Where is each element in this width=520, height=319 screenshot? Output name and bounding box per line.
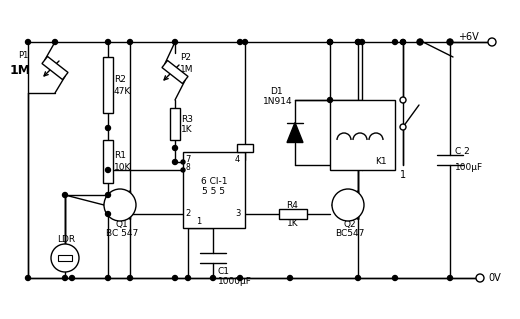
Text: 1K: 1K <box>181 124 192 133</box>
Text: 3: 3 <box>235 210 240 219</box>
Polygon shape <box>42 56 68 79</box>
Text: 1: 1 <box>196 218 201 226</box>
Bar <box>170 108 180 140</box>
Circle shape <box>400 124 406 130</box>
Circle shape <box>238 276 242 280</box>
Circle shape <box>70 276 74 280</box>
Circle shape <box>488 38 496 46</box>
Bar <box>330 100 395 170</box>
Circle shape <box>356 40 360 44</box>
Circle shape <box>25 40 31 44</box>
Circle shape <box>447 39 453 45</box>
Circle shape <box>127 276 133 280</box>
Text: Q2: Q2 <box>344 220 356 229</box>
Text: 1K: 1K <box>287 219 298 227</box>
Circle shape <box>173 160 177 165</box>
Text: 1M: 1M <box>10 63 31 77</box>
Text: R3: R3 <box>181 115 193 123</box>
Circle shape <box>400 40 406 44</box>
Text: 100μF: 100μF <box>455 164 483 173</box>
Circle shape <box>242 40 248 44</box>
Circle shape <box>328 98 332 102</box>
Text: P2: P2 <box>180 53 191 62</box>
Circle shape <box>238 40 242 44</box>
Polygon shape <box>162 60 188 84</box>
Circle shape <box>448 276 452 280</box>
Circle shape <box>62 276 68 280</box>
Circle shape <box>288 276 292 280</box>
Circle shape <box>181 160 185 164</box>
Text: 8: 8 <box>185 164 190 173</box>
Circle shape <box>173 40 177 44</box>
Text: 6 CI-1: 6 CI-1 <box>201 176 227 186</box>
Text: 1000μF: 1000μF <box>218 278 252 286</box>
Circle shape <box>332 189 364 221</box>
Circle shape <box>359 40 365 44</box>
Circle shape <box>417 39 423 45</box>
Circle shape <box>393 40 397 44</box>
Text: P1: P1 <box>18 51 29 61</box>
Bar <box>103 140 113 183</box>
Circle shape <box>356 276 360 280</box>
Circle shape <box>25 276 31 280</box>
Circle shape <box>106 125 111 130</box>
Text: +6V: +6V <box>458 32 479 42</box>
Circle shape <box>62 192 68 197</box>
Circle shape <box>328 40 332 44</box>
Text: 0V: 0V <box>488 273 501 283</box>
Text: 4: 4 <box>235 155 240 165</box>
Text: R2: R2 <box>114 75 126 84</box>
Text: LDR: LDR <box>57 234 75 243</box>
Circle shape <box>328 40 332 44</box>
Circle shape <box>106 276 111 280</box>
Text: 1: 1 <box>400 170 406 180</box>
Circle shape <box>104 189 136 221</box>
Bar <box>183 152 245 228</box>
Bar <box>103 57 113 113</box>
Circle shape <box>448 40 452 44</box>
Text: C1: C1 <box>218 268 230 277</box>
Circle shape <box>211 276 215 280</box>
Text: BC547: BC547 <box>335 228 365 238</box>
Circle shape <box>127 40 133 44</box>
Text: R1: R1 <box>114 151 126 160</box>
Circle shape <box>53 40 58 44</box>
Text: R4: R4 <box>287 201 298 210</box>
Circle shape <box>328 40 332 44</box>
Text: D1: D1 <box>270 87 283 97</box>
Text: 7: 7 <box>185 155 190 165</box>
Bar <box>237 144 253 152</box>
Text: 10K: 10K <box>114 163 132 172</box>
Circle shape <box>181 168 185 172</box>
Circle shape <box>400 97 406 103</box>
Text: K1: K1 <box>375 158 387 167</box>
Circle shape <box>106 211 111 217</box>
Circle shape <box>393 276 397 280</box>
Circle shape <box>418 40 422 44</box>
Circle shape <box>400 40 406 44</box>
Text: 2: 2 <box>185 210 190 219</box>
Circle shape <box>476 274 484 282</box>
Text: 1M: 1M <box>180 65 193 75</box>
Circle shape <box>106 40 111 44</box>
Circle shape <box>173 276 177 280</box>
Bar <box>58 255 72 261</box>
Polygon shape <box>287 122 303 143</box>
Text: 5 5 5: 5 5 5 <box>202 188 226 197</box>
Circle shape <box>173 145 177 151</box>
Circle shape <box>106 167 111 173</box>
Text: 47K: 47K <box>114 86 131 95</box>
Circle shape <box>106 192 111 197</box>
Circle shape <box>186 276 190 280</box>
Bar <box>279 209 306 219</box>
Text: BC 547: BC 547 <box>106 228 138 238</box>
Circle shape <box>356 40 360 44</box>
Text: Q1: Q1 <box>115 220 128 229</box>
Circle shape <box>51 244 79 272</box>
Text: 1N914: 1N914 <box>263 98 293 107</box>
Text: C 2: C 2 <box>455 147 470 157</box>
